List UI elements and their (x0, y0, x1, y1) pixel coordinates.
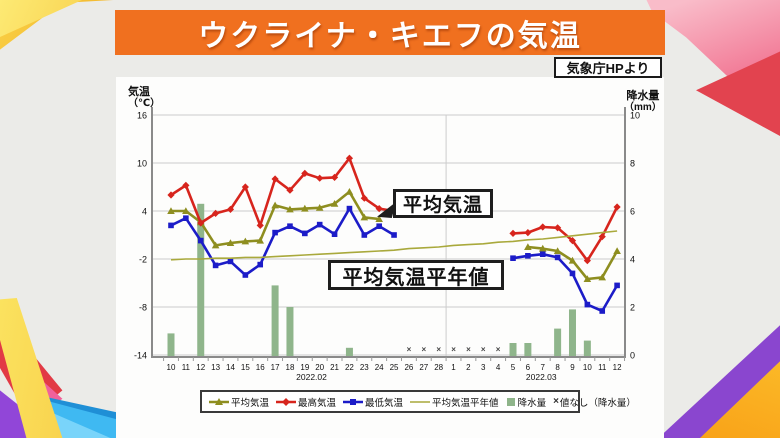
svg-text:4: 4 (496, 363, 501, 372)
svg-text:16: 16 (256, 363, 265, 372)
svg-text:8: 8 (630, 159, 635, 169)
svg-text:17: 17 (271, 363, 280, 372)
svg-text:16: 16 (137, 111, 147, 121)
page-title: ウクライナ・キエフの気温 (198, 19, 582, 53)
svg-text:12: 12 (613, 363, 622, 372)
svg-text:28: 28 (434, 363, 443, 372)
title-banner: ウクライナ・キエフの気温 (115, 10, 665, 55)
right-axis-title: 降水量 （mm） (624, 90, 662, 113)
svg-text:×: × (421, 345, 426, 354)
svg-text:2: 2 (466, 363, 471, 372)
svg-text:-2: -2 (139, 255, 147, 265)
svg-text:26: 26 (404, 363, 413, 372)
svg-text:10: 10 (583, 363, 592, 372)
legend-item: 最低気温 (343, 395, 403, 409)
legend-item: 降水量 (506, 395, 547, 409)
svg-text:2: 2 (630, 303, 635, 313)
left-axis-title: 気温 （℃） (128, 86, 161, 109)
svg-text:1: 1 (451, 363, 456, 372)
legend-label: 最高気温 (298, 397, 337, 409)
svg-text:-8: -8 (139, 303, 147, 313)
svg-text:18: 18 (286, 363, 295, 372)
svg-text:27: 27 (419, 363, 428, 372)
no-data-x-icon: × (553, 396, 559, 407)
chart-legend: 平均気温 最高気温 最低気温 平均気温平年値 降水量 × 値なし（降水量） (200, 390, 636, 413)
svg-text:21: 21 (330, 363, 339, 372)
svg-text:7: 7 (541, 363, 546, 372)
svg-text:19: 19 (300, 363, 309, 372)
svg-text:8: 8 (555, 363, 560, 372)
legend-label: 最低気温 (365, 397, 404, 409)
svg-text:22: 22 (345, 363, 354, 372)
svg-text:4: 4 (142, 207, 147, 217)
annotation-average-temp-normal: 平均気温平年値 (328, 260, 504, 290)
svg-text:4: 4 (630, 255, 635, 265)
svg-text:×: × (436, 345, 441, 354)
svg-text:3: 3 (481, 363, 486, 372)
svg-text:-14: -14 (134, 351, 147, 361)
svg-text:14: 14 (226, 363, 235, 372)
svg-text:13: 13 (211, 363, 220, 372)
legend-item: × 値なし（降水量） (553, 395, 636, 409)
svg-text:10: 10 (630, 111, 640, 121)
svg-text:11: 11 (598, 363, 607, 372)
svg-text:23: 23 (360, 363, 369, 372)
svg-text:×: × (496, 345, 501, 354)
svg-text:9: 9 (570, 363, 575, 372)
legend-label: 平均気温平年値 (432, 397, 499, 409)
svg-text:×: × (466, 345, 471, 354)
legend-label: 平均気温 (231, 397, 270, 409)
svg-text:25: 25 (390, 363, 399, 372)
svg-text:×: × (481, 345, 486, 354)
legend-item: 最高気温 (276, 395, 336, 409)
svg-text:24: 24 (375, 363, 384, 372)
svg-text:10: 10 (167, 363, 176, 372)
ribbon-top-left-yellow-light (0, 0, 82, 37)
legend-item: 平均気温 (209, 395, 269, 409)
annotation-average-temp: 平均気温 (393, 189, 493, 218)
svg-text:5: 5 (511, 363, 516, 372)
svg-text:12: 12 (196, 363, 205, 372)
legend-label: 値なし（降水量） (559, 397, 636, 409)
source-badge: 気象庁HPより (554, 57, 662, 78)
svg-text:15: 15 (241, 363, 250, 372)
ribbon-top-right-red (696, 51, 780, 136)
svg-text:2022.03: 2022.03 (526, 372, 557, 382)
svg-text:×: × (407, 345, 412, 354)
svg-text:11: 11 (182, 363, 191, 372)
ribbon-top-left-yellow (0, 0, 114, 50)
svg-text:×: × (451, 345, 456, 354)
legend-item: 平均気温平年値 (410, 395, 499, 409)
svg-text:10: 10 (137, 159, 147, 169)
svg-text:0: 0 (630, 351, 635, 361)
chart-card: × × × × × × × 16 10 4 -2 -8 -14 10 8 6 4 2 0 10 11 12 13 14 15 16… (116, 77, 664, 438)
svg-text:6: 6 (526, 363, 531, 372)
svg-text:2022.02: 2022.02 (296, 372, 327, 382)
svg-text:20: 20 (315, 363, 324, 372)
svg-text:6: 6 (630, 207, 635, 217)
legend-label: 降水量 (517, 397, 547, 409)
